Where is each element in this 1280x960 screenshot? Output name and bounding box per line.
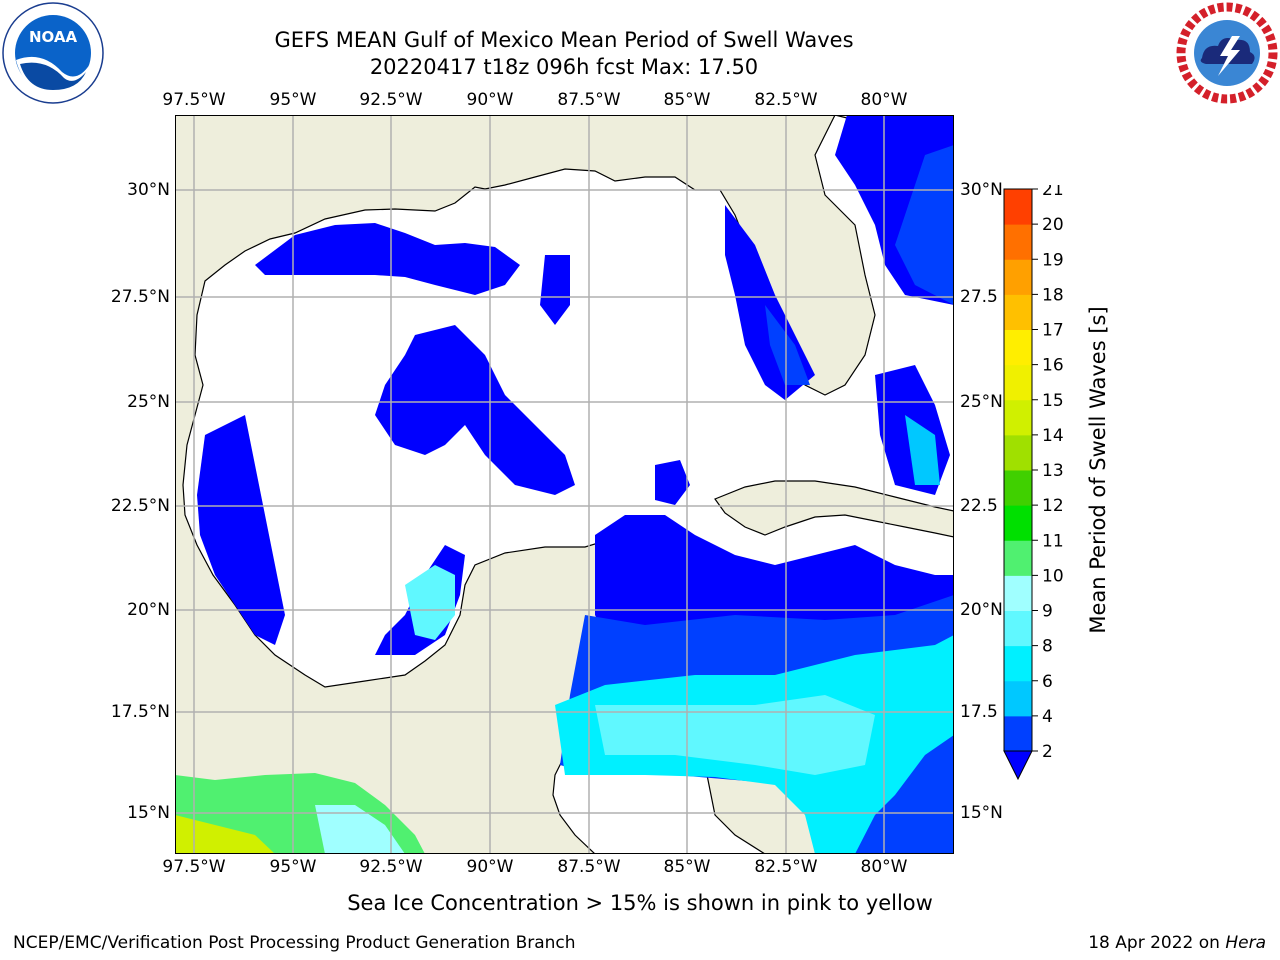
- lon-label-top: 97.5°W: [162, 90, 226, 110]
- lon-label-bottom: 87.5°W: [557, 857, 621, 877]
- colorbar-segments: [1003, 188, 1033, 781]
- lat-label-left: 25°N: [127, 392, 170, 412]
- footer-host: Hera: [1225, 933, 1266, 953]
- colorbar-tick-label: 6: [1042, 672, 1053, 692]
- footer-organization: NCEP/EMC/Verification Post Processing Pr…: [13, 933, 576, 953]
- colorbar-segment: [1004, 329, 1032, 366]
- map-panel: [175, 115, 954, 854]
- lat-label-left: 17.5°N: [110, 702, 170, 722]
- lon-label-bottom: 82.5°W: [754, 857, 818, 877]
- land-cuba: [714, 480, 954, 538]
- lon-label-bottom: 90°W: [466, 857, 514, 877]
- lon-label-top: 90°W: [466, 90, 514, 110]
- lon-label-top: 92.5°W: [359, 90, 423, 110]
- colorbar-tick-label: 19: [1042, 250, 1064, 270]
- region-lightcyan: [315, 805, 405, 854]
- colorbar-segment: [1004, 470, 1032, 506]
- colorbar-segment: [1004, 224, 1032, 260]
- colorbar-segment: [1004, 610, 1032, 647]
- colorbar-segment: [1004, 399, 1032, 436]
- colorbar-ticks: 2 4 6 8 9 10 11 12 13 14 15 16 17 18 19 20 21: [1032, 185, 1064, 762]
- colorbar-segment: [1004, 259, 1032, 295]
- colorbar-tick-label: 11: [1042, 531, 1064, 551]
- lat-label-right: 20°N: [960, 600, 1003, 620]
- colorbar-segment: [1004, 540, 1032, 576]
- footer-date-text: 18 Apr 2022 on: [1088, 933, 1220, 953]
- lat-label-right: 17.5: [960, 702, 998, 722]
- colorbar-segment: [1004, 434, 1032, 471]
- lon-label-top: 82.5°W: [754, 90, 818, 110]
- lat-label-right: 27.5: [960, 287, 998, 307]
- lat-label-right: 22.5: [960, 496, 998, 516]
- fill-north-gulf-2: [540, 255, 570, 325]
- colorbar-tick-label: 20: [1042, 215, 1064, 235]
- lat-label-left: 22.5°N: [110, 496, 170, 516]
- lat-label-left: 20°N: [127, 600, 170, 620]
- swell-fills: [197, 115, 954, 854]
- lon-label-top: 87.5°W: [557, 90, 621, 110]
- colorbar-segment: [1004, 294, 1032, 330]
- lat-label-right: 15°N: [960, 803, 1003, 823]
- colorbar-tick-label: 9: [1042, 602, 1053, 622]
- lon-label-bottom: 97.5°W: [162, 857, 226, 877]
- colorbar-label: Mean Period of Swell Waves [s]: [1086, 306, 1110, 634]
- colorbar-segment: [1004, 189, 1032, 225]
- lat-label-right: 30°N: [960, 180, 1003, 200]
- colorbar-tick-label: 13: [1042, 461, 1064, 481]
- colorbar-segment: [1004, 575, 1032, 611]
- colorbar-tick-label: 18: [1042, 285, 1064, 305]
- chart-title: GEFS MEAN Gulf of Mexico Mean Period of …: [274, 28, 854, 52]
- lat-label-right: 25°N: [960, 392, 1003, 412]
- lon-label-bottom: 92.5°W: [359, 857, 423, 877]
- colorbar-segment: [1004, 505, 1032, 541]
- fill-caribbean-light: [595, 695, 875, 775]
- colorbar-tick-label: 21: [1042, 185, 1064, 200]
- colorbar-under-triangle: [1003, 750, 1033, 781]
- colorbar-segment: [1004, 680, 1032, 717]
- colorbar-segment: [1004, 645, 1032, 682]
- fill-atlantic-florida-light: [895, 145, 954, 305]
- sea-ice-note: Sea Ice Concentration > 15% is shown in …: [347, 891, 933, 915]
- colorbar-tick-label: 8: [1042, 637, 1053, 657]
- lon-label-top: 85°W: [663, 90, 711, 110]
- colorbar: 2 4 6 8 9 10 11 12 13 14 15 16 17 18 19 20 21: [1003, 185, 1064, 781]
- lon-label-bottom: 95°W: [269, 857, 317, 877]
- colorbar-tick-label: 15: [1042, 391, 1064, 411]
- fill-keys-light: [905, 415, 940, 485]
- lon-label-bottom: 85°W: [663, 857, 711, 877]
- noaa-logo: NOAA: [2, 2, 104, 104]
- colorbar-segment: [1004, 715, 1032, 752]
- region-yellow: [175, 815, 275, 854]
- nws-logo: [1176, 2, 1278, 104]
- fill-florida-shelf-light: [765, 305, 810, 385]
- lat-label-left: 15°N: [127, 803, 170, 823]
- colorbar-segment: [1004, 364, 1032, 401]
- fill-campeche-light: [405, 565, 455, 640]
- fill-west-mexico: [197, 415, 285, 645]
- colorbar-tick-label: 17: [1042, 321, 1064, 341]
- lon-label-top: 95°W: [269, 90, 317, 110]
- lat-label-left: 30°N: [127, 180, 170, 200]
- colorbar-tick-label: 2: [1042, 742, 1053, 762]
- colorbar-tick-label: 4: [1042, 707, 1053, 727]
- footer-date: 18 Apr 2022 on Hera: [1088, 933, 1266, 953]
- colorbar-tick-label: 12: [1042, 496, 1064, 516]
- chart-subtitle: 20220417 t18z 096h fcst Max: 17.50: [369, 55, 759, 79]
- fill-central-gulf: [375, 325, 575, 495]
- gridlines: [175, 115, 954, 854]
- noaa-logo-text: NOAA: [29, 28, 78, 46]
- colorbar-tick-label: 10: [1042, 566, 1064, 586]
- lat-label-left: 27.5°N: [110, 287, 170, 307]
- colorbar-tick-label: 16: [1042, 356, 1064, 376]
- colorbar-tick-label: 14: [1042, 426, 1064, 446]
- fill-north-gulf-1: [255, 223, 520, 295]
- lon-label-bottom: 80°W: [860, 857, 908, 877]
- lon-label-top: 80°W: [860, 90, 908, 110]
- fill-yucatan-1: [655, 460, 690, 505]
